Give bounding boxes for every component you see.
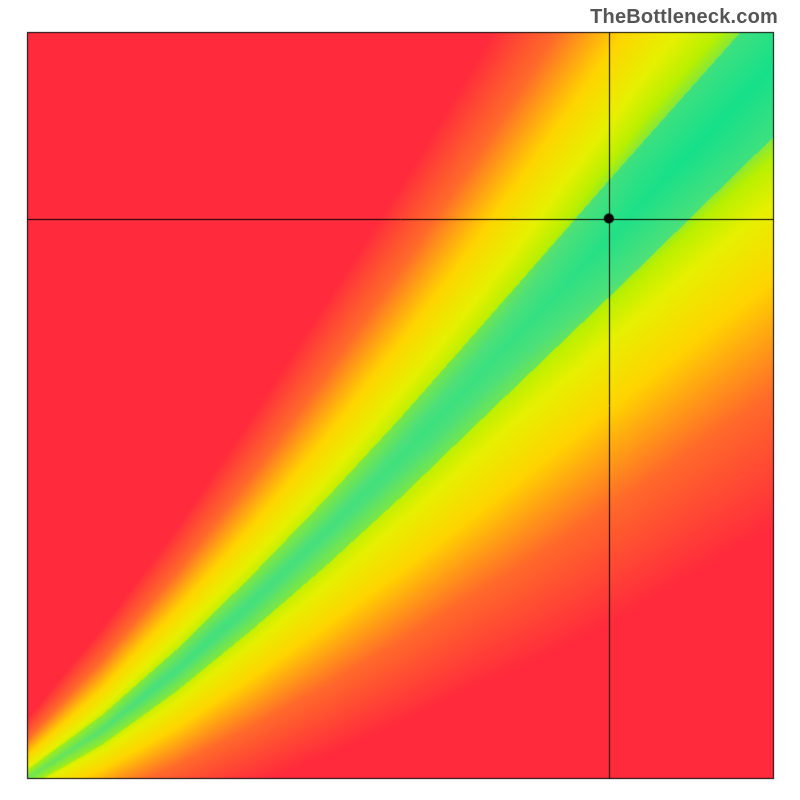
bottleneck-heatmap: [0, 0, 800, 800]
watermark-text: TheBottleneck.com: [590, 6, 778, 29]
